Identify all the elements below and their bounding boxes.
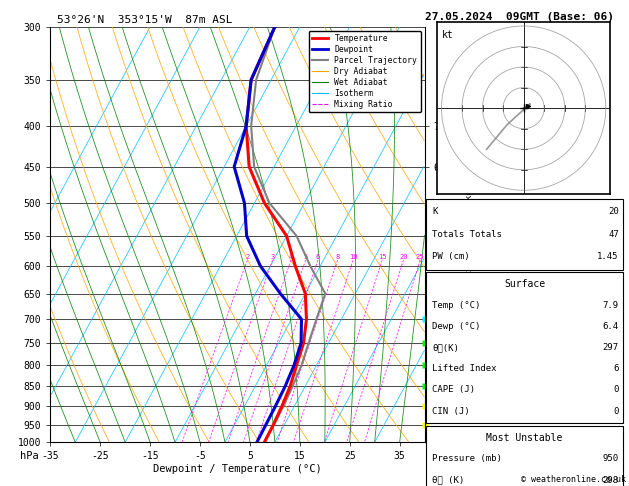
Text: 298: 298 xyxy=(603,475,619,485)
Text: 27.05.2024  09GMT (Base: 06): 27.05.2024 09GMT (Base: 06) xyxy=(425,12,613,22)
Text: 1.45: 1.45 xyxy=(598,252,619,261)
Bar xyxy=(426,272,623,423)
Text: 53°26'N  353°15'W  87m ASL: 53°26'N 353°15'W 87m ASL xyxy=(57,15,232,25)
Text: 6: 6 xyxy=(613,364,619,373)
Text: hPa: hPa xyxy=(20,451,39,461)
Text: 6: 6 xyxy=(316,254,320,260)
Text: 15: 15 xyxy=(378,254,386,260)
Text: 0: 0 xyxy=(613,407,619,416)
Text: Most Unstable: Most Unstable xyxy=(486,433,563,443)
Text: 5: 5 xyxy=(304,254,308,260)
Text: 6.4: 6.4 xyxy=(603,322,619,331)
Text: Dewp (°C): Dewp (°C) xyxy=(432,322,481,331)
Text: Lifted Index: Lifted Index xyxy=(432,364,497,373)
Text: 950: 950 xyxy=(603,454,619,463)
Text: 4: 4 xyxy=(289,254,293,260)
Text: 10: 10 xyxy=(349,254,357,260)
Legend: Temperature, Dewpoint, Parcel Trajectory, Dry Adiabat, Wet Adiabat, Isotherm, Mi: Temperature, Dewpoint, Parcel Trajectory… xyxy=(309,31,421,112)
Text: 7.9: 7.9 xyxy=(603,301,619,310)
Text: 3: 3 xyxy=(270,254,275,260)
Text: Pressure (mb): Pressure (mb) xyxy=(432,454,502,463)
Text: Surface: Surface xyxy=(504,279,545,289)
Text: 25: 25 xyxy=(416,254,425,260)
Text: CIN (J): CIN (J) xyxy=(432,407,470,416)
Text: PW (cm): PW (cm) xyxy=(432,252,470,261)
Text: θᴇ(K): θᴇ(K) xyxy=(432,343,459,352)
Text: 20: 20 xyxy=(608,208,619,216)
Text: Mixing Ratio (g/kg): Mixing Ratio (g/kg) xyxy=(465,183,474,286)
Text: © weatheronline.co.uk: © weatheronline.co.uk xyxy=(521,474,626,484)
Bar xyxy=(426,426,623,486)
Text: kt: kt xyxy=(442,30,454,40)
Text: km
ASL: km ASL xyxy=(432,452,450,473)
Text: 297: 297 xyxy=(603,343,619,352)
Text: 47: 47 xyxy=(608,230,619,239)
Bar xyxy=(426,199,623,270)
Text: 2: 2 xyxy=(245,254,250,260)
Text: 8: 8 xyxy=(335,254,340,260)
Text: Temp (°C): Temp (°C) xyxy=(432,301,481,310)
Text: 0: 0 xyxy=(613,385,619,395)
Text: K: K xyxy=(432,208,438,216)
Text: θᴇ (K): θᴇ (K) xyxy=(432,475,465,485)
Text: CAPE (J): CAPE (J) xyxy=(432,385,476,395)
Text: 20: 20 xyxy=(399,254,408,260)
Text: Totals Totals: Totals Totals xyxy=(432,230,502,239)
X-axis label: Dewpoint / Temperature (°C): Dewpoint / Temperature (°C) xyxy=(153,464,322,474)
